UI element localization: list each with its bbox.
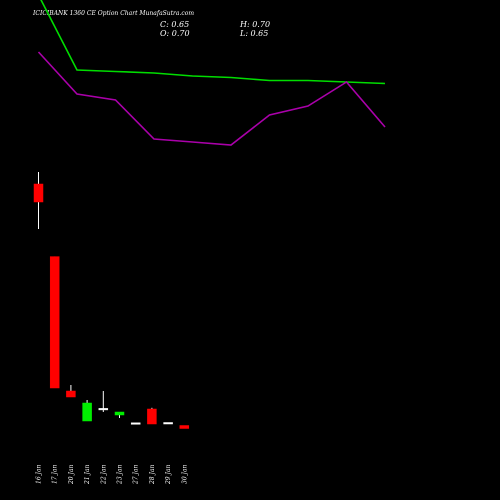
x-tick-label: 17 Jan [52,464,59,484]
high-label: H: 0.70 [240,20,271,29]
x-tick-label: 16 Jan [36,464,43,484]
x-tick-label: 23 Jan [117,464,124,485]
green-line [40,0,386,85]
x-tick-label: 29 Jan [165,464,172,485]
x-axis-ticks: 16 Jan 17 Jan 20 Jan 21 Jan 22 Jan 23 Jan 27 J… [36,464,189,485]
close-label: C: 0.65 [160,20,190,29]
low-label: L: 0.65 [240,29,269,38]
candle-body [179,425,190,429]
candle-body [163,422,173,425]
x-tick-label: 28 Jan [149,464,156,485]
x-tick-label: 21 Jan [84,464,91,485]
candle-body [98,408,109,411]
x-tick-label: 27 Jan [133,464,140,485]
chart-title: ICICIBANK 1360 CE Option Chart MunafaSut… [33,10,195,17]
x-tick-label: 22 Jan [100,464,107,485]
candle-body [130,422,141,425]
open-label: O: 0.70 [160,29,190,38]
candle-body [49,256,60,389]
candle-body [114,411,125,416]
candlesticks [33,172,190,429]
candle-body [147,408,157,425]
x-tick-label: 30 Jan [181,464,188,484]
moving-average-lines [37,0,386,146]
candle-body [33,183,44,203]
candle-body [82,402,92,422]
purple-line [37,51,386,146]
candle-body [66,390,76,398]
x-tick-label: 20 Jan [68,464,75,485]
